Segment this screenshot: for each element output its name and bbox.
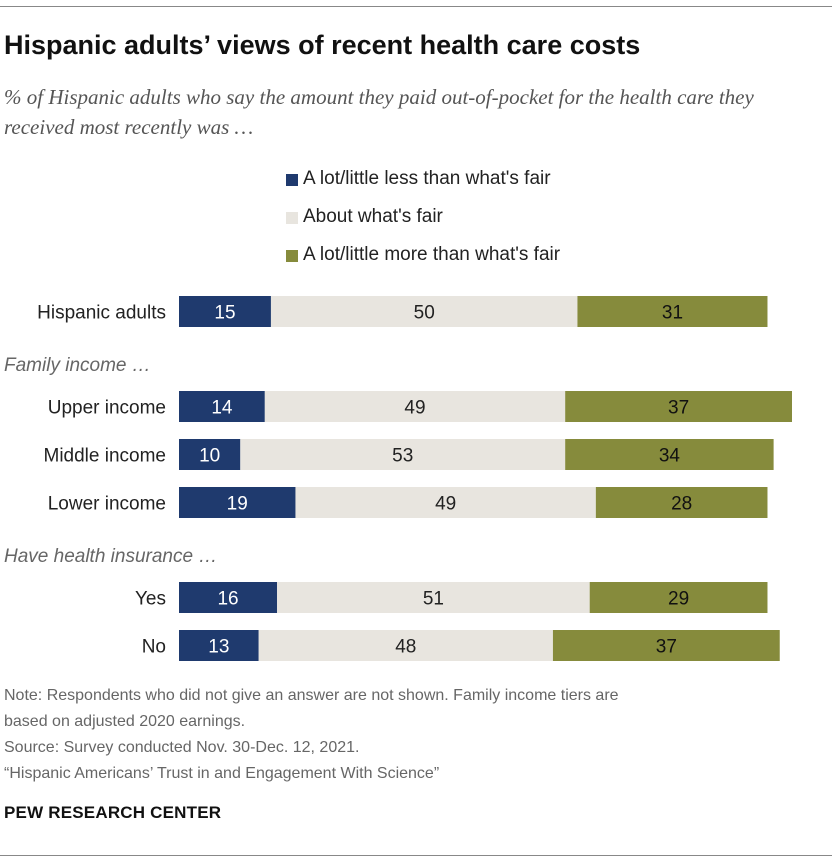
- value-label-yes-more: 29: [668, 589, 689, 610]
- report-title: “Hispanic Americans’ Trust in and Engage…: [4, 765, 440, 782]
- legend-swatch-less: [286, 174, 298, 186]
- bar-hispanic-adults-fair: [270, 296, 578, 327]
- value-label-hispanic-adults-fair: 50: [414, 303, 435, 324]
- value-label-upper-income-less: 14: [211, 398, 233, 419]
- category-label-no: No: [142, 637, 166, 658]
- value-label-hispanic-adults-more: 31: [662, 303, 683, 324]
- brand-logo-text: PEW RESEARCH CENTER: [4, 803, 222, 822]
- group-label-family-income: Family income …: [4, 355, 151, 376]
- bar-middle-income-more: [565, 439, 774, 470]
- value-label-lower-income-more: 28: [671, 494, 692, 515]
- legend-swatch-more: [286, 250, 298, 262]
- value-label-lower-income-fair: 49: [435, 494, 456, 515]
- top-rule: [0, 6, 832, 7]
- bar-hispanic-adults-more: [577, 296, 768, 327]
- bar-hispanic-adults-less: [179, 296, 271, 327]
- category-label-upper-income: Upper income: [48, 398, 166, 419]
- chart-subtitle: % of Hispanic adults who say the amount …: [4, 85, 754, 139]
- bar-upper-income-more: [565, 391, 792, 422]
- category-label-lower-income: Lower income: [48, 494, 166, 515]
- value-label-yes-fair: 51: [423, 589, 444, 610]
- value-label-upper-income-fair: 49: [404, 398, 425, 419]
- value-label-middle-income-more: 34: [659, 446, 681, 467]
- legend-swatch-fair: [286, 212, 298, 224]
- bar-middle-income-fair: [240, 439, 566, 470]
- group-label-have-health-insurance: Have health insurance …: [4, 546, 217, 567]
- value-label-middle-income-fair: 53: [392, 446, 413, 467]
- bar-lower-income-less: [179, 487, 296, 518]
- bar-lower-income-fair: [295, 487, 596, 518]
- bar-no-more: [552, 630, 780, 661]
- bar-middle-income-less: [179, 439, 241, 470]
- note-line-2: based on adjusted 2020 earnings.: [4, 713, 246, 730]
- note-line-1: Note: Respondents who did not give an an…: [4, 687, 619, 704]
- chart-title: Hispanic adults’ views of recent health …: [4, 30, 641, 60]
- value-label-middle-income-less: 10: [199, 446, 220, 467]
- legend-label-more: A lot/little more than what's fair: [303, 244, 561, 265]
- category-label-hispanic-adults: Hispanic adults: [37, 303, 166, 324]
- value-label-no-fair: 48: [395, 637, 416, 658]
- bar-upper-income-fair: [264, 391, 566, 422]
- bar-yes-more: [589, 582, 768, 613]
- footer: Note: Respondents who did not give an an…: [4, 683, 619, 787]
- value-label-yes-less: 16: [217, 589, 238, 610]
- bar-no-less: [179, 630, 259, 661]
- category-label-yes: Yes: [135, 589, 166, 610]
- value-label-hispanic-adults-less: 15: [214, 303, 235, 324]
- source-note: Source: Survey conducted Nov. 30-Dec. 12…: [4, 739, 360, 756]
- legend-label-fair: About what's fair: [303, 206, 443, 227]
- category-label-middle-income: Middle income: [44, 446, 167, 467]
- value-label-no-less: 13: [208, 637, 229, 658]
- bar-yes-less: [179, 582, 278, 613]
- bottom-rule: [0, 855, 832, 856]
- bar-lower-income-more: [595, 487, 768, 518]
- value-label-no-more: 37: [656, 637, 677, 658]
- bar-yes-fair: [277, 582, 590, 613]
- legend-label-less: A lot/little less than what's fair: [303, 168, 551, 189]
- bar-no-fair: [258, 630, 553, 661]
- value-label-lower-income-less: 19: [227, 494, 248, 515]
- value-label-upper-income-more: 37: [668, 398, 689, 419]
- bar-upper-income-less: [179, 391, 265, 422]
